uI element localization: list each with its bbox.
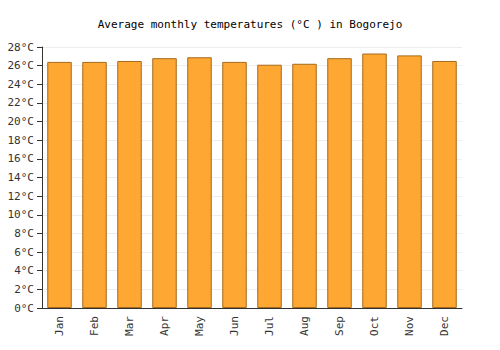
svg-text:Apr: Apr bbox=[158, 316, 171, 336]
svg-text:2°C: 2°C bbox=[14, 283, 34, 296]
svg-text:6°C: 6°C bbox=[14, 246, 34, 259]
svg-text:18°C: 18°C bbox=[8, 134, 35, 147]
svg-text:Sep: Sep bbox=[333, 316, 346, 336]
svg-text:0°C: 0°C bbox=[14, 302, 34, 315]
svg-text:Mar: Mar bbox=[123, 316, 136, 336]
svg-text:16°C: 16°C bbox=[8, 152, 35, 165]
svg-text:Nov: Nov bbox=[403, 316, 416, 336]
svg-text:Feb: Feb bbox=[88, 316, 101, 336]
svg-text:Jul: Jul bbox=[263, 316, 276, 336]
svg-text:8°C: 8°C bbox=[14, 227, 34, 240]
svg-text:Oct: Oct bbox=[368, 316, 381, 336]
svg-text:28°C: 28°C bbox=[8, 41, 35, 54]
svg-text:10°C: 10°C bbox=[8, 208, 35, 221]
svg-text:4°C: 4°C bbox=[14, 264, 34, 277]
svg-text:22°C: 22°C bbox=[8, 96, 35, 109]
svg-text:Jun: Jun bbox=[228, 316, 241, 336]
svg-text:Average monthly temperatures (: Average monthly temperatures (°C ) in Bo… bbox=[98, 18, 403, 31]
svg-text:12°C: 12°C bbox=[8, 190, 35, 203]
svg-text:May: May bbox=[193, 316, 206, 336]
svg-text:24°C: 24°C bbox=[8, 78, 35, 91]
svg-text:26°C: 26°C bbox=[8, 59, 35, 72]
svg-text:Dec: Dec bbox=[438, 316, 451, 336]
svg-text:Jan: Jan bbox=[53, 316, 66, 336]
svg-text:20°C: 20°C bbox=[8, 115, 35, 128]
svg-text:Aug: Aug bbox=[298, 316, 311, 336]
svg-text:14°C: 14°C bbox=[8, 171, 35, 184]
